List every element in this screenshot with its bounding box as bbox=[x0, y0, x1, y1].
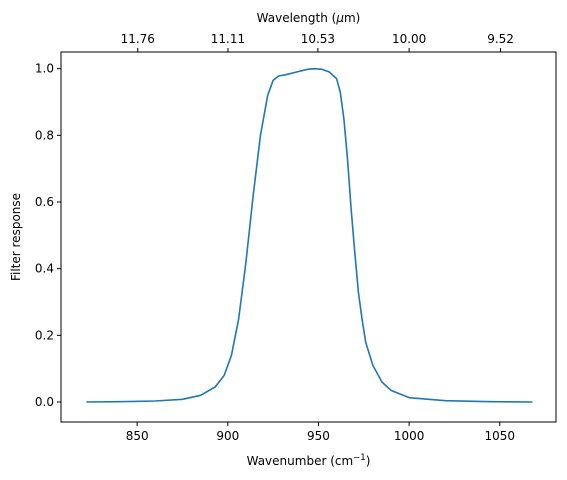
x-tick-label: 850 bbox=[126, 429, 149, 443]
top-axis-label: Wavelength (μm) bbox=[257, 11, 361, 25]
x-axis-label: Wavenumber (cm−1) bbox=[247, 453, 371, 468]
top-tick-label: 10.00 bbox=[392, 32, 426, 46]
series-line-0 bbox=[86, 67, 533, 403]
y-tick-label: 0.4 bbox=[35, 262, 54, 276]
x-axis: 850 900 950 1000 1050 bbox=[126, 422, 515, 443]
y-tick-label: 0.6 bbox=[35, 195, 54, 209]
y-tick-label: 0.8 bbox=[35, 128, 54, 142]
x-tick-label: 1050 bbox=[485, 429, 516, 443]
x-tick-label: 1000 bbox=[394, 429, 425, 443]
x-tick-label: 950 bbox=[307, 429, 330, 443]
top-axis: 11.76 11.11 10.53 10.00 9.52 bbox=[121, 32, 514, 52]
plot-frame bbox=[60, 51, 557, 423]
y-tick-label: 0.2 bbox=[35, 328, 54, 342]
y-axis: 0.0 0.2 0.4 0.6 0.8 1.0 bbox=[35, 62, 61, 409]
top-tick-label: 10.53 bbox=[301, 32, 335, 46]
x-tick-label: 900 bbox=[216, 429, 239, 443]
y-axis-label: Filter response bbox=[9, 193, 23, 281]
y-tick-label: 1.0 bbox=[35, 62, 54, 76]
plot-area bbox=[86, 67, 533, 403]
y-tick-label: 0.0 bbox=[35, 395, 54, 409]
top-tick-label: 11.76 bbox=[121, 32, 155, 46]
top-tick-label: 11.11 bbox=[211, 32, 245, 46]
top-tick-label: 9.52 bbox=[487, 32, 514, 46]
